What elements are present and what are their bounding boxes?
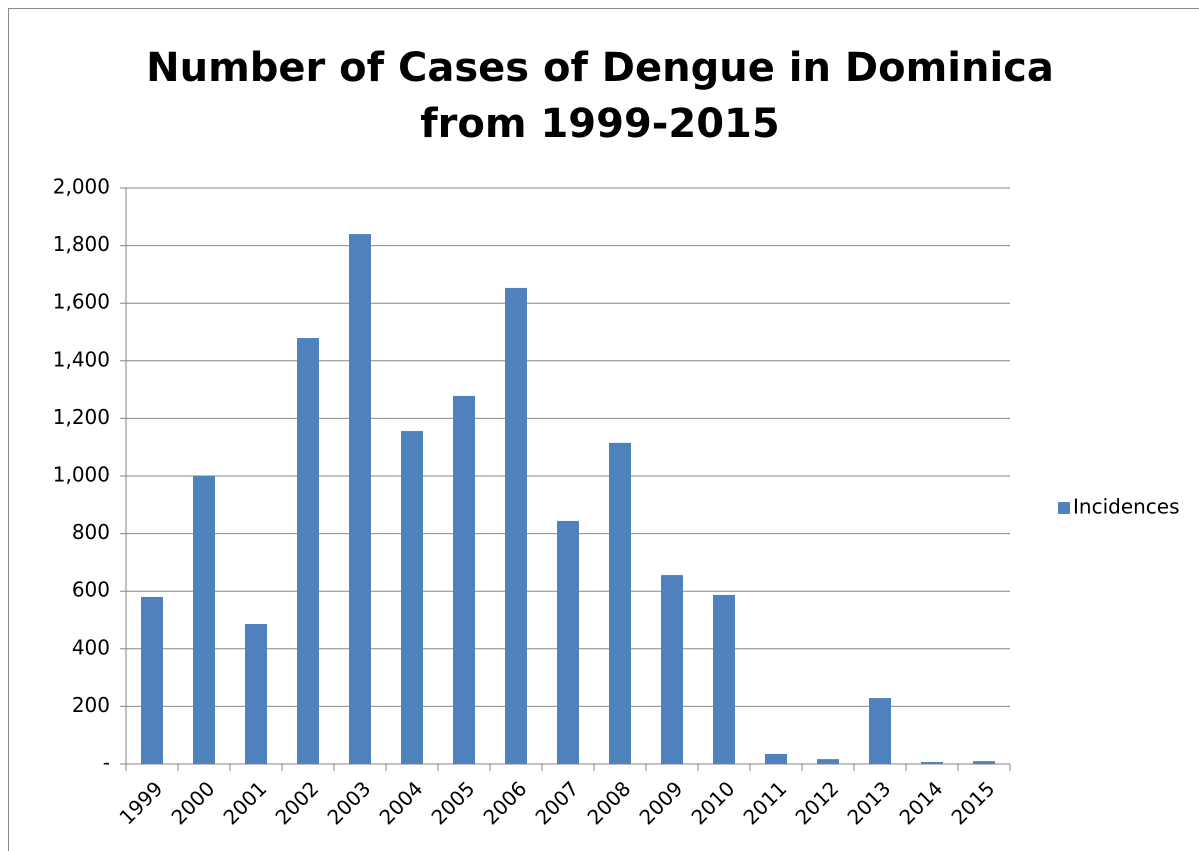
bar <box>765 753 787 764</box>
y-tick-label: 1,400 <box>53 347 110 371</box>
y-tick-label: 1,200 <box>53 405 110 429</box>
bar <box>817 759 839 764</box>
y-tick-label: 2,000 <box>53 175 110 199</box>
legend-swatch <box>1058 502 1070 514</box>
bar <box>921 761 943 764</box>
bar <box>713 594 735 764</box>
y-tick-label: 1,600 <box>53 290 110 314</box>
bar <box>609 442 631 764</box>
bar <box>557 520 579 764</box>
y-tick-label: 1,000 <box>53 463 110 487</box>
y-tick-label: 1,800 <box>53 232 110 256</box>
bar <box>661 575 683 764</box>
bar <box>193 476 215 764</box>
bar <box>297 338 319 764</box>
y-tick-label: 600 <box>72 578 110 602</box>
y-tick-label: - <box>103 751 110 775</box>
bar <box>453 395 475 764</box>
bar <box>505 287 527 764</box>
bar <box>869 698 891 764</box>
y-tick-label: 800 <box>72 520 110 544</box>
bar <box>973 761 995 764</box>
y-tick-label: 200 <box>72 693 110 717</box>
bar <box>245 624 267 764</box>
legend-label: Incidences <box>1073 495 1180 519</box>
bar <box>349 234 371 764</box>
bar <box>141 596 163 764</box>
bar <box>401 431 423 764</box>
chart-title: Number of Cases of Dengue in Dominica fr… <box>146 45 1054 147</box>
y-tick-label: 400 <box>72 635 110 659</box>
